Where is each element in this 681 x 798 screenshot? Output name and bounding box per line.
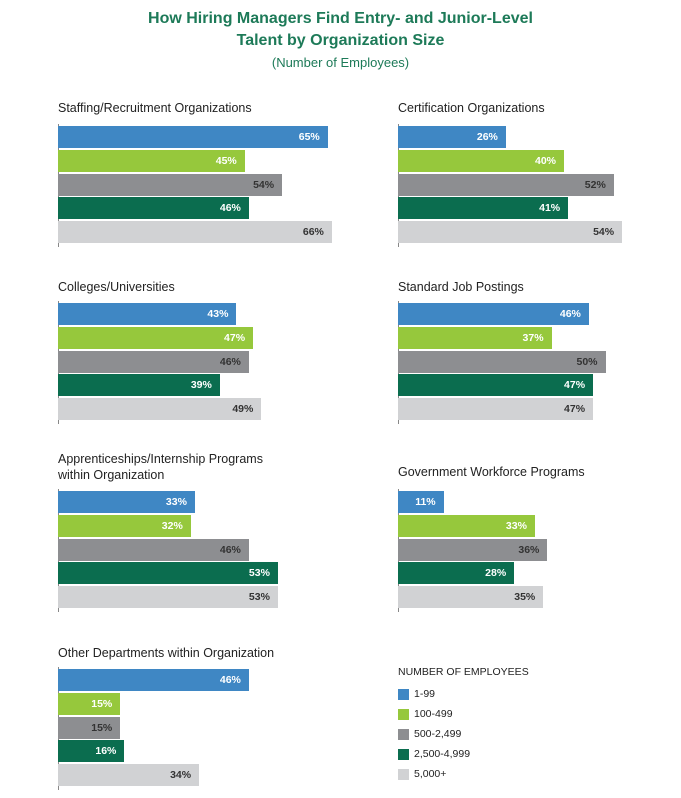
bar-value-label: 36% bbox=[518, 543, 540, 556]
panel-title-line: Government Workforce Programs bbox=[398, 465, 585, 479]
bar-value-label: 43% bbox=[207, 308, 229, 320]
legend-label: 5,000+ bbox=[414, 768, 447, 780]
bar-2-500-4-999: 39% bbox=[58, 374, 220, 397]
bar-5-000+: 49% bbox=[58, 398, 262, 421]
bar-value-label: 50% bbox=[576, 355, 598, 368]
bar-value-label: 34% bbox=[170, 769, 192, 782]
legend-swatch bbox=[398, 729, 409, 740]
legend-swatch bbox=[398, 689, 409, 700]
bar-value-label: 15% bbox=[91, 721, 113, 734]
chart-subtitle: (Number of Employees) bbox=[271, 55, 410, 70]
bar-value-label: 46% bbox=[219, 202, 241, 215]
bar-100-499: 15% bbox=[58, 692, 121, 715]
bar-value-label: 47% bbox=[564, 403, 586, 416]
bar-value-label: 47% bbox=[224, 331, 246, 344]
bar-5-000+: 53% bbox=[58, 586, 278, 609]
bar-value-label: 52% bbox=[584, 178, 606, 191]
bar-100-499: 32% bbox=[58, 514, 191, 537]
bar-value-label: 11% bbox=[415, 496, 436, 508]
bar-value-label: 33% bbox=[505, 519, 527, 532]
bar-100-499: 47% bbox=[58, 326, 254, 349]
panel-title-line: within Organization bbox=[58, 468, 165, 482]
bar-5-000+: 35% bbox=[398, 586, 544, 609]
legend-swatch bbox=[398, 709, 409, 720]
bar-500-2-499: 46% bbox=[58, 538, 249, 561]
panel-title: Apprenticeships/Internship Programs withi… bbox=[58, 451, 263, 483]
bar-value-label: 65% bbox=[298, 131, 320, 143]
bar-2-500-4-999: 41% bbox=[398, 197, 569, 220]
legend-label: 1-99 bbox=[414, 688, 436, 700]
bar-value-label: 47% bbox=[564, 379, 586, 392]
panel-title: Certification Organizations bbox=[398, 100, 545, 116]
panel-title-line: Staffing/Recruitment Organizations bbox=[58, 101, 252, 115]
legend-title: NUMBER OF EMPLOYEES bbox=[398, 666, 529, 678]
panel-title: Standard Job Postings bbox=[398, 279, 524, 295]
bar-500-2-499: 50% bbox=[398, 350, 606, 373]
bar-100-499: 45% bbox=[58, 149, 245, 172]
bar-1-99: 65% bbox=[58, 126, 328, 148]
bar-value-label: 32% bbox=[161, 519, 183, 532]
bar-value-label: 53% bbox=[248, 567, 270, 580]
bar-2-500-4-999: 16% bbox=[58, 740, 125, 763]
bar-value-label: 33% bbox=[165, 496, 187, 508]
legend-label: 100-499 bbox=[414, 708, 453, 720]
chart-title-line-2: Talent by Organization Size bbox=[236, 32, 445, 49]
bar-100-499: 33% bbox=[398, 514, 535, 537]
panel-title-line: Apprenticeships/Internship Programs bbox=[58, 452, 263, 466]
chart-title-line-1: How Hiring Managers Find Entry- and Juni… bbox=[148, 10, 533, 27]
bar-100-499: 37% bbox=[398, 326, 552, 349]
bar-value-label: 54% bbox=[253, 178, 275, 191]
bar-value-label: 37% bbox=[522, 331, 544, 344]
bar-1-99: 46% bbox=[58, 669, 249, 691]
bar-2-500-4-999: 28% bbox=[398, 562, 515, 585]
bar-100-499: 40% bbox=[398, 149, 564, 172]
panel-title: Government Workforce Programs bbox=[398, 464, 585, 480]
bar-value-label: 49% bbox=[232, 403, 254, 416]
bar-value-label: 35% bbox=[514, 591, 536, 604]
bar-500-2-499: 54% bbox=[58, 173, 283, 196]
panel-title-line: Certification Organizations bbox=[398, 101, 545, 115]
bar-1-99: 33% bbox=[58, 491, 195, 513]
legend-label: 500-2,499 bbox=[414, 728, 462, 740]
panel-title: Other Departments within Organization bbox=[58, 645, 274, 661]
bar-500-2-499: 46% bbox=[58, 350, 249, 373]
bar-value-label: 28% bbox=[485, 567, 507, 580]
bar-value-label: 53% bbox=[248, 591, 270, 604]
bar-1-99: 46% bbox=[398, 303, 589, 325]
bar-value-label: 54% bbox=[593, 226, 615, 239]
bar-5-000+: 34% bbox=[58, 764, 200, 787]
bar-value-label: 15% bbox=[91, 697, 113, 710]
bar-500-2-499: 36% bbox=[398, 538, 548, 561]
bar-2-500-4-999: 47% bbox=[398, 374, 594, 397]
panel-title-line: Standard Job Postings bbox=[398, 280, 524, 294]
bar-1-99: 11% bbox=[398, 491, 444, 513]
bar-value-label: 46% bbox=[219, 674, 241, 686]
bar-value-label: 39% bbox=[190, 379, 212, 392]
bar-value-label: 46% bbox=[219, 355, 241, 368]
bar-value-label: 46% bbox=[219, 543, 241, 556]
bar-500-2-499: 15% bbox=[58, 716, 121, 739]
legend-label: 2,500-4,999 bbox=[414, 748, 471, 760]
bar-5-000+: 54% bbox=[398, 221, 623, 244]
bar-value-label: 16% bbox=[95, 745, 117, 758]
bar-value-label: 66% bbox=[302, 226, 324, 239]
panel-title-line: Other Departments within Organization bbox=[58, 646, 275, 660]
bar-2-500-4-999: 53% bbox=[58, 562, 278, 585]
legend-swatch bbox=[398, 749, 409, 760]
panel-title-line: Colleges/Universities bbox=[58, 280, 175, 294]
bar-value-label: 45% bbox=[215, 154, 237, 167]
bar-value-label: 46% bbox=[559, 308, 581, 320]
bar-value-label: 26% bbox=[476, 131, 498, 143]
panel-title: Staffing/Recruitment Organizations bbox=[58, 100, 252, 116]
bar-value-label: 40% bbox=[534, 154, 556, 167]
bar-5-000+: 66% bbox=[58, 221, 332, 244]
bar-500-2-499: 52% bbox=[398, 173, 614, 196]
bar-1-99: 26% bbox=[398, 126, 506, 148]
bar-1-99: 43% bbox=[58, 303, 237, 325]
bar-value-label: 41% bbox=[539, 202, 561, 215]
panel-title: Colleges/Universities bbox=[58, 279, 175, 295]
bar-2-500-4-999: 46% bbox=[58, 197, 249, 220]
bar-5-000+: 47% bbox=[398, 398, 594, 421]
legend-swatch bbox=[398, 769, 409, 780]
